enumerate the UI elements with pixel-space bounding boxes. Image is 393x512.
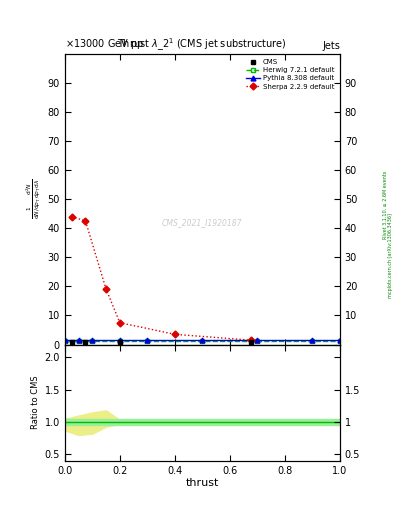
Text: $\times$13000 GeV pp: $\times$13000 GeV pp [65, 37, 144, 51]
X-axis label: thrust: thrust [186, 478, 219, 488]
Pythia 8.308 default [76, 337, 81, 343]
Legend: CMS, Herwig 7.2.1 default, Pythia 8.308 default, Sherpa 2.2.9 default: CMS, Herwig 7.2.1 default, Pythia 8.308 … [244, 57, 336, 92]
Herwig 7.2.1 default [255, 338, 260, 344]
Pythia 8.308 default [90, 337, 95, 343]
Herwig 7.2.1 default [145, 338, 150, 344]
Pythia 8.308 default [255, 337, 260, 343]
Text: Rivet 3.1.10, ≥ 2.6M events: Rivet 3.1.10, ≥ 2.6M events [383, 170, 387, 239]
Text: CMS_2021_I1920187: CMS_2021_I1920187 [162, 218, 242, 227]
Line: Sherpa 2.2.9 default: Sherpa 2.2.9 default [69, 214, 253, 343]
Line: Herwig 7.2.1 default: Herwig 7.2.1 default [62, 338, 342, 344]
Pythia 8.308 default [338, 337, 342, 343]
CMS [248, 338, 253, 345]
Herwig 7.2.1 default [62, 338, 67, 344]
Line: CMS: CMS [69, 339, 253, 344]
Sherpa 2.2.9 default [118, 319, 122, 326]
Y-axis label: $\frac{1}{\mathrm{d}N/\mathrm{d}p_\mathrm{T}}\frac{\mathrm{d}^2N}{\mathrm{d}p_\m: $\frac{1}{\mathrm{d}N/\mathrm{d}p_\mathr… [26, 179, 44, 220]
Pythia 8.308 default [200, 337, 205, 343]
Line: Pythia 8.308 default: Pythia 8.308 default [62, 338, 342, 343]
Herwig 7.2.1 default [118, 338, 122, 344]
Sherpa 2.2.9 default [173, 331, 177, 337]
Sherpa 2.2.9 default [104, 286, 108, 292]
Text: mcplots.cern.ch [arXiv:1306.3436]: mcplots.cern.ch [arXiv:1306.3436] [388, 214, 393, 298]
Herwig 7.2.1 default [338, 338, 342, 344]
Sherpa 2.2.9 default [248, 337, 253, 343]
Herwig 7.2.1 default [310, 338, 315, 344]
Pythia 8.308 default [145, 337, 150, 343]
Herwig 7.2.1 default [76, 338, 81, 344]
Y-axis label: Ratio to CMS: Ratio to CMS [31, 376, 40, 430]
Sherpa 2.2.9 default [83, 218, 88, 224]
CMS [118, 338, 122, 345]
Sherpa 2.2.9 default [69, 214, 74, 220]
Herwig 7.2.1 default [200, 338, 205, 344]
Title: Thrust $\lambda\_2^1$ (CMS jet substructure): Thrust $\lambda\_2^1$ (CMS jet substruct… [118, 36, 287, 53]
Pythia 8.308 default [310, 337, 315, 343]
Pythia 8.308 default [118, 337, 122, 343]
CMS [69, 338, 74, 345]
Pythia 8.308 default [62, 337, 67, 343]
Herwig 7.2.1 default [90, 338, 95, 344]
Text: Jets: Jets [322, 41, 340, 51]
CMS [83, 338, 88, 345]
Bar [65, 419, 340, 425]
